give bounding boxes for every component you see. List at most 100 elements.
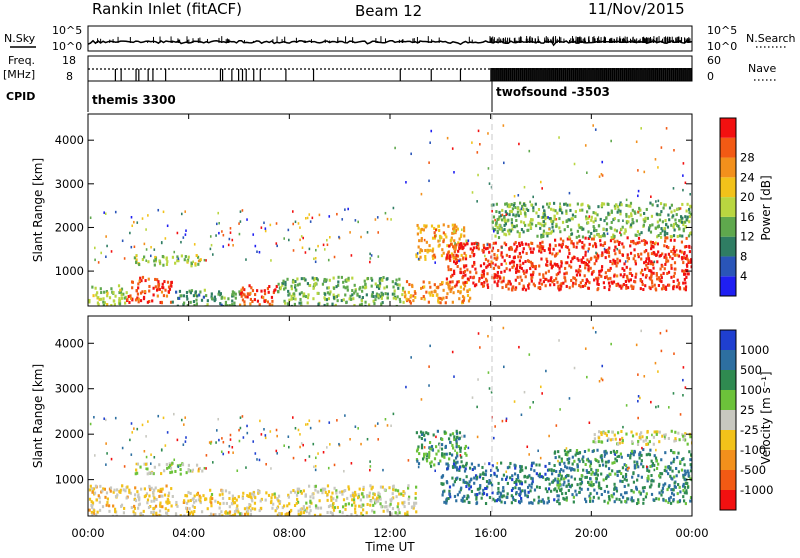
heatmap-cell <box>428 179 430 183</box>
heatmap-cell <box>465 453 468 457</box>
heatmap-cell <box>531 250 534 254</box>
heatmap-cell <box>360 302 363 306</box>
heatmap-cell <box>254 293 257 297</box>
heatmap-cell <box>542 220 546 224</box>
heatmap-cell <box>326 484 330 488</box>
heatmap-cell <box>205 454 208 457</box>
heatmap-cell <box>579 281 582 285</box>
heatmap-cell <box>511 486 515 490</box>
heatmap-cell <box>637 399 639 403</box>
heatmap-cell <box>451 280 454 284</box>
heatmap-cell <box>419 230 422 234</box>
heatmap-cell <box>584 263 587 267</box>
heatmap-cell <box>304 278 307 282</box>
heatmap-cell <box>600 172 603 176</box>
heatmap-cell <box>676 278 679 282</box>
heatmap-cell <box>567 461 570 465</box>
heatmap-cell <box>558 339 560 342</box>
heatmap-cell <box>351 293 354 297</box>
heatmap-cell <box>114 294 117 298</box>
heatmap-cell <box>503 218 506 222</box>
heatmap-cell <box>314 504 318 508</box>
heatmap-cell <box>251 499 254 503</box>
heatmap-cell <box>649 262 653 266</box>
heatmap-cell <box>600 472 603 476</box>
heatmap-cell <box>420 227 424 231</box>
heatmap-cell <box>398 283 401 287</box>
y-tick-label: 1000 <box>55 264 84 278</box>
heatmap-cell <box>613 482 616 486</box>
heatmap-cell <box>501 246 503 249</box>
heatmap-cell <box>688 215 691 219</box>
heatmap-cell <box>283 287 286 291</box>
heatmap-cell <box>433 255 437 259</box>
heatmap-cell <box>571 493 574 497</box>
heatmap-cell <box>500 262 503 266</box>
heatmap-cell <box>377 294 380 298</box>
heatmap-cell <box>649 277 652 281</box>
heatmap-cell <box>549 277 553 281</box>
heatmap-cell <box>616 261 619 265</box>
heatmap-cell <box>273 495 277 499</box>
heatmap-cell <box>145 492 149 496</box>
heatmap-cell <box>242 436 245 439</box>
heatmap-cell <box>624 260 627 263</box>
heatmap-cell <box>555 277 558 281</box>
heatmap-cell <box>538 264 541 268</box>
heatmap-cell <box>542 273 545 277</box>
heatmap-cell <box>453 494 457 498</box>
heatmap-cell <box>434 469 436 473</box>
heatmap-cell <box>224 511 228 515</box>
heatmap-cell <box>256 289 259 293</box>
heatmap-cell <box>629 204 632 208</box>
heatmap-cell <box>432 433 435 437</box>
heatmap-cell <box>437 449 440 453</box>
heatmap-cell <box>662 498 665 502</box>
heatmap-cell <box>442 296 445 300</box>
heatmap-cell <box>378 282 382 286</box>
heatmap-cell <box>541 234 545 238</box>
heatmap-cell <box>302 507 305 511</box>
heatmap-cell <box>660 273 663 277</box>
heatmap-cell <box>587 247 590 251</box>
heatmap-cell <box>153 488 156 492</box>
heatmap-cell <box>520 496 523 500</box>
heatmap-cell <box>167 508 170 512</box>
heatmap-cell <box>591 244 595 248</box>
heatmap-cell <box>594 242 597 246</box>
heatmap-cell <box>346 278 349 282</box>
heatmap-cell <box>621 466 625 470</box>
heatmap-cell <box>479 346 481 349</box>
heatmap-cell <box>576 202 579 206</box>
heatmap-cell <box>476 405 478 409</box>
heatmap-cell <box>346 514 349 516</box>
heatmap-cell <box>635 343 638 347</box>
heatmap-cell <box>205 467 207 470</box>
heatmap-cell <box>98 500 101 504</box>
heatmap-cell <box>665 245 669 249</box>
heatmap-cell <box>558 479 561 483</box>
heatmap-cell <box>455 445 458 449</box>
heatmap-cell <box>239 416 242 419</box>
heatmap-cell <box>158 259 161 263</box>
heatmap-cell <box>184 440 187 443</box>
heatmap-cell <box>246 218 248 221</box>
heatmap-cell <box>575 273 579 277</box>
colorbar-band <box>720 216 736 237</box>
heatmap-cell <box>119 490 122 494</box>
heatmap-cell <box>532 209 535 213</box>
heatmap-cell <box>565 484 568 488</box>
heatmap-cell <box>581 208 584 212</box>
heatmap-cell <box>384 292 387 296</box>
heatmap-cell <box>680 250 683 254</box>
heatmap-cell <box>120 293 123 297</box>
heatmap-cell <box>613 433 616 437</box>
heatmap-cell <box>464 243 467 247</box>
heatmap-cell <box>384 418 387 421</box>
heatmap-cell <box>609 438 612 442</box>
heatmap-cell <box>147 420 149 423</box>
heatmap-cell <box>354 510 357 514</box>
heatmap-cell <box>612 260 616 264</box>
heatmap-cell <box>613 500 616 504</box>
heatmap-cell <box>191 497 194 501</box>
